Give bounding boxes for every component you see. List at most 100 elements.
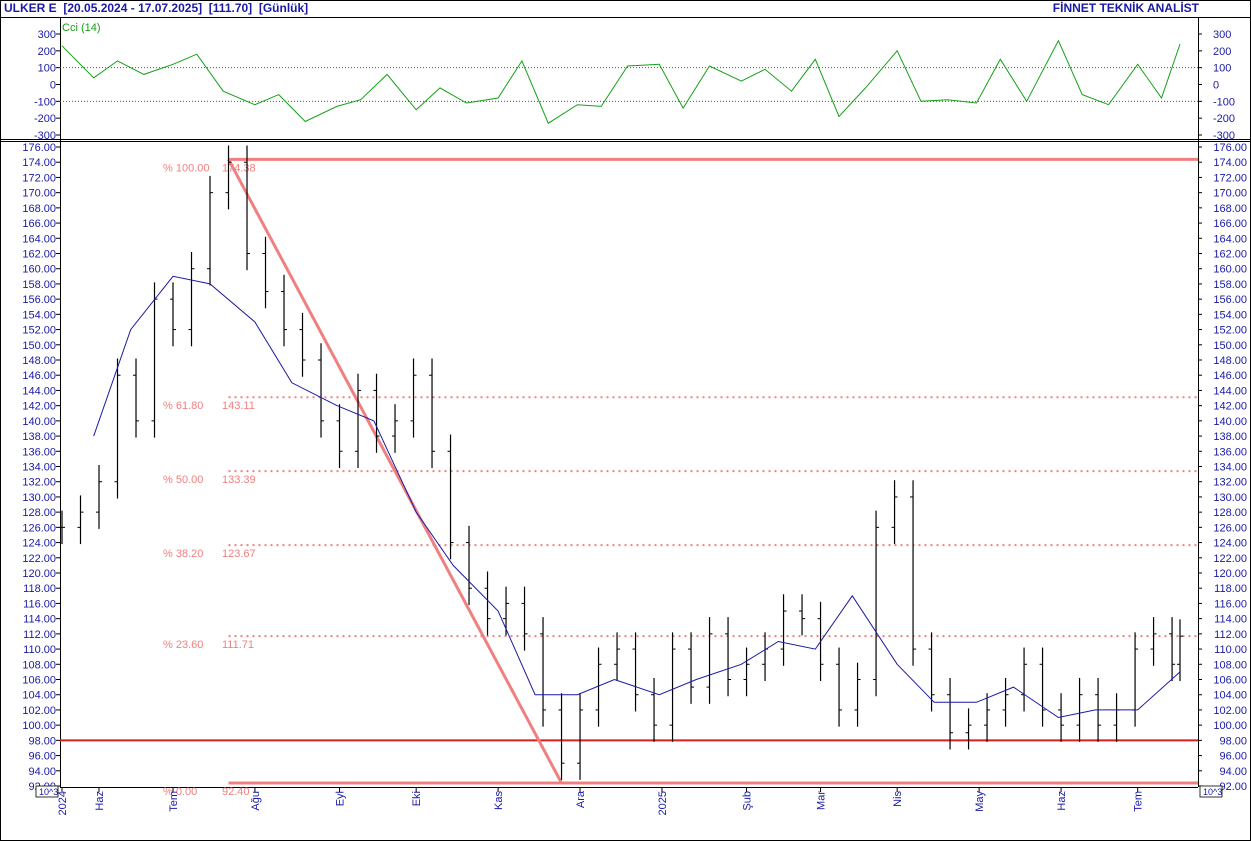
price-left-tick-label: 154.00 xyxy=(22,309,56,321)
price-right-tick-label: 170.00 xyxy=(1213,188,1247,200)
price-left-tick-label: 176.00 xyxy=(22,142,56,154)
trend-line xyxy=(227,158,563,784)
price-left-tick-label: 152.00 xyxy=(22,325,56,337)
x-tick-label: 2025 xyxy=(657,791,669,815)
price-right-tick-label: 152.00 xyxy=(1213,325,1247,337)
price-right-tick-label: 96.00 xyxy=(1219,751,1247,763)
price-right-tick-label: 120.00 xyxy=(1213,568,1247,580)
fib-value-label: 133.39 xyxy=(222,474,256,486)
x-tick-label: Nis xyxy=(892,791,904,807)
cci-right-tick-label: 200 xyxy=(1213,46,1231,58)
price-left-tick-label: 100.00 xyxy=(22,720,56,732)
price-left-tick-label: 130.00 xyxy=(22,492,56,504)
price-right-tick-label: 94.00 xyxy=(1219,766,1247,778)
cci-right-tick-label: -100 xyxy=(1213,96,1235,108)
price-left-tick-label: 140.00 xyxy=(22,416,56,428)
price-right-tick-label: 142.00 xyxy=(1213,401,1247,413)
price-right-tick-label: 140.00 xyxy=(1213,416,1247,428)
price-left-tick-label: 136.00 xyxy=(22,446,56,458)
price-right-tick-label: 136.00 xyxy=(1213,446,1247,458)
chart-header-left: ULKER E [20.05.2024 - 17.07.2025] [111.7… xyxy=(4,1,308,15)
price-left-tick-label: 148.00 xyxy=(22,355,56,367)
date-range-label: [20.05.2024 - 17.07.2025] xyxy=(63,1,203,15)
x-tick-label: Haz xyxy=(1056,791,1068,811)
brand-label: FİNNET TEKNİK ANALİST xyxy=(1052,1,1199,15)
x-tick-label: Eyl xyxy=(335,791,347,806)
price-right-tick-label: 110.00 xyxy=(1214,644,1247,656)
x-axis: 2024 Haz Tem Ağu Eyl Eki Kas Ara 2025 Şub Mar Nis Ma… xyxy=(57,787,1145,815)
price-right-tick-label: 122.00 xyxy=(1213,553,1247,565)
multiplier-label-right: 10^3 xyxy=(1203,787,1222,797)
price-left-tick-label: 132.00 xyxy=(22,477,56,489)
price-left-tick-label: 120.00 xyxy=(22,568,56,580)
price-right-tick-label: 174.00 xyxy=(1213,157,1247,169)
price-right-tick-label: 106.00 xyxy=(1213,675,1247,687)
price-left-tick-label: 158.00 xyxy=(22,279,56,291)
price-left-tick-label: 156.00 xyxy=(22,294,56,306)
price-right-tick-label: 134.00 xyxy=(1213,462,1247,474)
price-left-tick-label: 104.00 xyxy=(22,690,56,702)
price-left-tick-label: 168.00 xyxy=(22,203,56,215)
price-panel: 92.0092.0094.0094.0096.0096.0098.0098.00… xyxy=(22,142,1247,798)
price-left-tick-label: 162.00 xyxy=(22,249,56,261)
price-right-tick-label: 130.00 xyxy=(1213,492,1247,504)
price-left-tick-label: 106.00 xyxy=(22,675,56,687)
price-right-tick-label: 154.00 xyxy=(1213,309,1247,321)
cci-left-tick-label: -200 xyxy=(34,113,56,125)
price-right-tick-label: 112.00 xyxy=(1214,629,1247,641)
cci-right-tick-label: -200 xyxy=(1213,113,1235,125)
last-price-label: [111.70] xyxy=(208,1,253,15)
fib-percent-label: % 38.20 xyxy=(163,548,203,560)
fib-value-label: 174.38 xyxy=(222,162,256,174)
price-left-tick-label: 138.00 xyxy=(22,431,56,443)
price-right-tick-label: 156.00 xyxy=(1213,294,1247,306)
price-left-tick-label: 166.00 xyxy=(22,218,56,230)
price-right-tick-label: 98.00 xyxy=(1219,735,1247,747)
price-right-tick-label: 160.00 xyxy=(1213,264,1247,276)
price-right-tick-label: 108.00 xyxy=(1213,659,1247,671)
price-left-tick-label: 150.00 xyxy=(22,340,56,352)
x-tick-label: Ara xyxy=(575,790,587,808)
moving-average-line xyxy=(93,275,1181,719)
price-left-tick-label: 112.00 xyxy=(23,629,56,641)
multiplier-box-right xyxy=(1199,785,1223,798)
cci-line xyxy=(61,39,1181,124)
price-left-tick-label: 118.00 xyxy=(23,583,56,595)
cci-right-tick-label: 0 xyxy=(1213,80,1219,92)
price-right-tick-label: 162.00 xyxy=(1213,249,1247,261)
cci-left-tick-label: 200 xyxy=(38,46,56,58)
price-left-tick-label: 124.00 xyxy=(22,538,56,550)
cci-title: Cci (14) xyxy=(62,22,101,34)
x-tick-label: 2024 xyxy=(57,791,69,815)
price-left-tick-label: 174.00 xyxy=(22,157,56,169)
price-left-tick-label: 128.00 xyxy=(22,507,56,519)
price-left-tick-label: 126.00 xyxy=(22,522,56,534)
price-right-tick-label: 138.00 xyxy=(1213,431,1247,443)
price-right-tick-label: 128.00 xyxy=(1213,507,1247,519)
cci-left-tick-label: 0 xyxy=(50,80,56,92)
price-right-tick-label: 116.00 xyxy=(1214,598,1247,610)
x-tick-label: Eki xyxy=(411,791,423,806)
x-tick-label: Tem xyxy=(168,791,180,812)
price-right-tick-label: 144.00 xyxy=(1213,385,1247,397)
fib-value-label: 143.11 xyxy=(222,400,255,412)
fib-percent-label: % 23.60 xyxy=(163,639,203,651)
price-left-tick-label: 114.00 xyxy=(23,614,56,626)
ticker-label: ULKER E xyxy=(4,1,57,15)
price-right-tick-label: 114.00 xyxy=(1214,614,1247,626)
fib-value-label: 92.40 xyxy=(222,786,250,798)
price-left-tick-label: 170.00 xyxy=(22,188,56,200)
fib-percent-label: % 61.80 xyxy=(163,400,203,412)
cci-left-tick-label: 100 xyxy=(38,63,56,75)
price-left-tick-label: 122.00 xyxy=(22,553,56,565)
cci-left-tick-label: 300 xyxy=(38,29,56,41)
x-tick-label: Ağu xyxy=(250,791,262,811)
price-right-tick-label: 102.00 xyxy=(1213,705,1247,717)
fib-value-label: 111.71 xyxy=(222,639,254,651)
price-right-tick-label: 124.00 xyxy=(1213,538,1247,550)
price-right-tick-label: 92.00 xyxy=(1219,781,1247,793)
price-right-tick-label: 168.00 xyxy=(1213,203,1247,215)
